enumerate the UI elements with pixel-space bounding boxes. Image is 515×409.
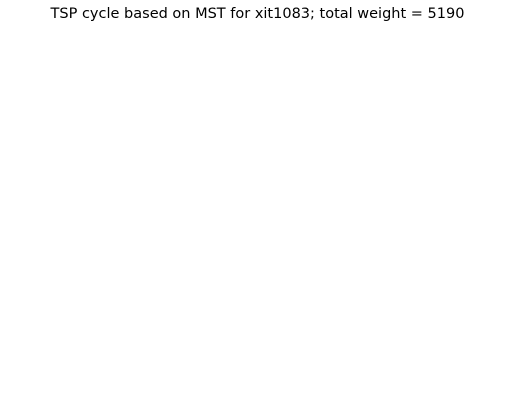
chart-title: TSP cycle based on MST for xit1083; tota…: [50, 6, 465, 22]
